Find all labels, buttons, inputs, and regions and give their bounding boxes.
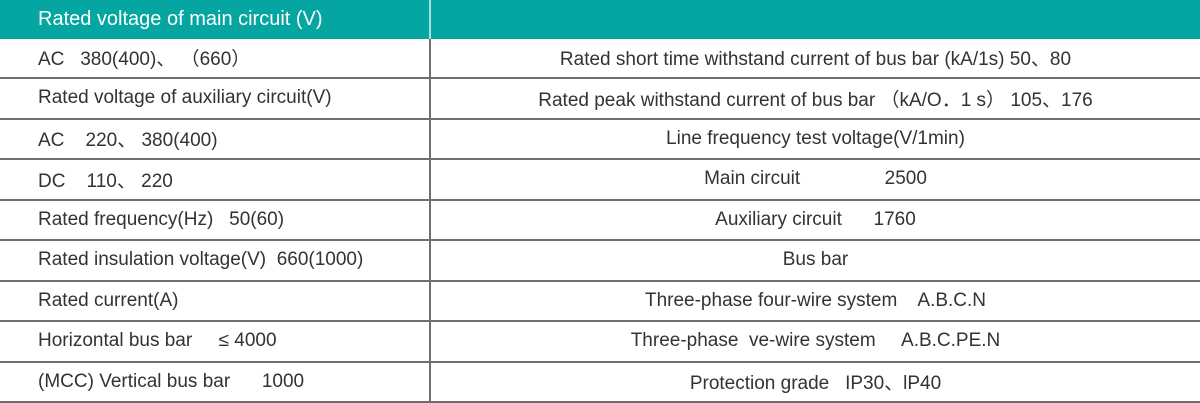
header-cell-left: Rated voltage of main circuit (V)	[0, 0, 431, 39]
table-row: AC 220、 380(400) Line frequency test vol…	[0, 119, 1200, 160]
spec-cell-left: Rated insulation voltage(V) 660(1000)	[0, 241, 431, 280]
spec-cell-right: Main circuit 2500	[704, 168, 927, 190]
spec-cell-left: DC 110、 220	[0, 160, 431, 199]
header-cell-right	[431, 0, 1200, 39]
spec-cell-right: Line frequency test voltage(V/1min)	[666, 127, 965, 149]
spec-cell-left: Rated frequency(Hz) 50(60)	[0, 200, 431, 239]
spec-cell-right: Bus bar	[782, 249, 849, 271]
spec-cell-right: Three-phase four-wire system A.B.C.N	[644, 289, 987, 311]
spec-cell-right: Auxiliary circuit 1760	[715, 208, 916, 230]
spec-cell-right: Protection grade IP30、lP40	[689, 373, 942, 395]
table-row: Rated voltage of auxiliary circuit(V) Ra…	[0, 79, 1200, 120]
table-row: AC 380(400)、 （660） Rated short time with…	[0, 38, 1200, 79]
table-row: DC 110、 220 Main circuit 2500	[0, 160, 1200, 201]
table-header-row: Rated voltage of main circuit (V)	[0, 0, 1200, 39]
table-row: Rated frequency(Hz) 50(60) Auxiliary cir…	[0, 200, 1200, 241]
spec-cell-right: Rated peak withstand current of bus bar …	[538, 89, 1093, 111]
table-row: (MCC) Vertical bus bar 1000 Protection g…	[0, 362, 1200, 403]
spec-cell-left: AC 380(400)、 （660）	[0, 38, 431, 77]
spec-cell-left: Rated current(A)	[0, 281, 431, 320]
spec-cell-left: Rated voltage of auxiliary circuit(V)	[0, 79, 431, 118]
spec-cell-left: AC 220、 380(400)	[0, 119, 431, 158]
table-row: Rated current(A) Three-phase four-wire s…	[0, 281, 1200, 322]
spec-cell-right: Rated short time withstand current of bu…	[559, 49, 1072, 71]
spec-cell-left: (MCC) Vertical bus bar 1000	[0, 362, 431, 401]
table-row: Horizontal bus bar ≤ 4000 Three-phase ve…	[0, 322, 1200, 363]
spec-cell-right: Three-phase ve-wire system A.B.C.PE.N	[630, 330, 1001, 352]
table-row: Rated insulation voltage(V) 660(1000) Bu…	[0, 241, 1200, 282]
spec-cell-left: Horizontal bus bar ≤ 4000	[0, 322, 431, 361]
